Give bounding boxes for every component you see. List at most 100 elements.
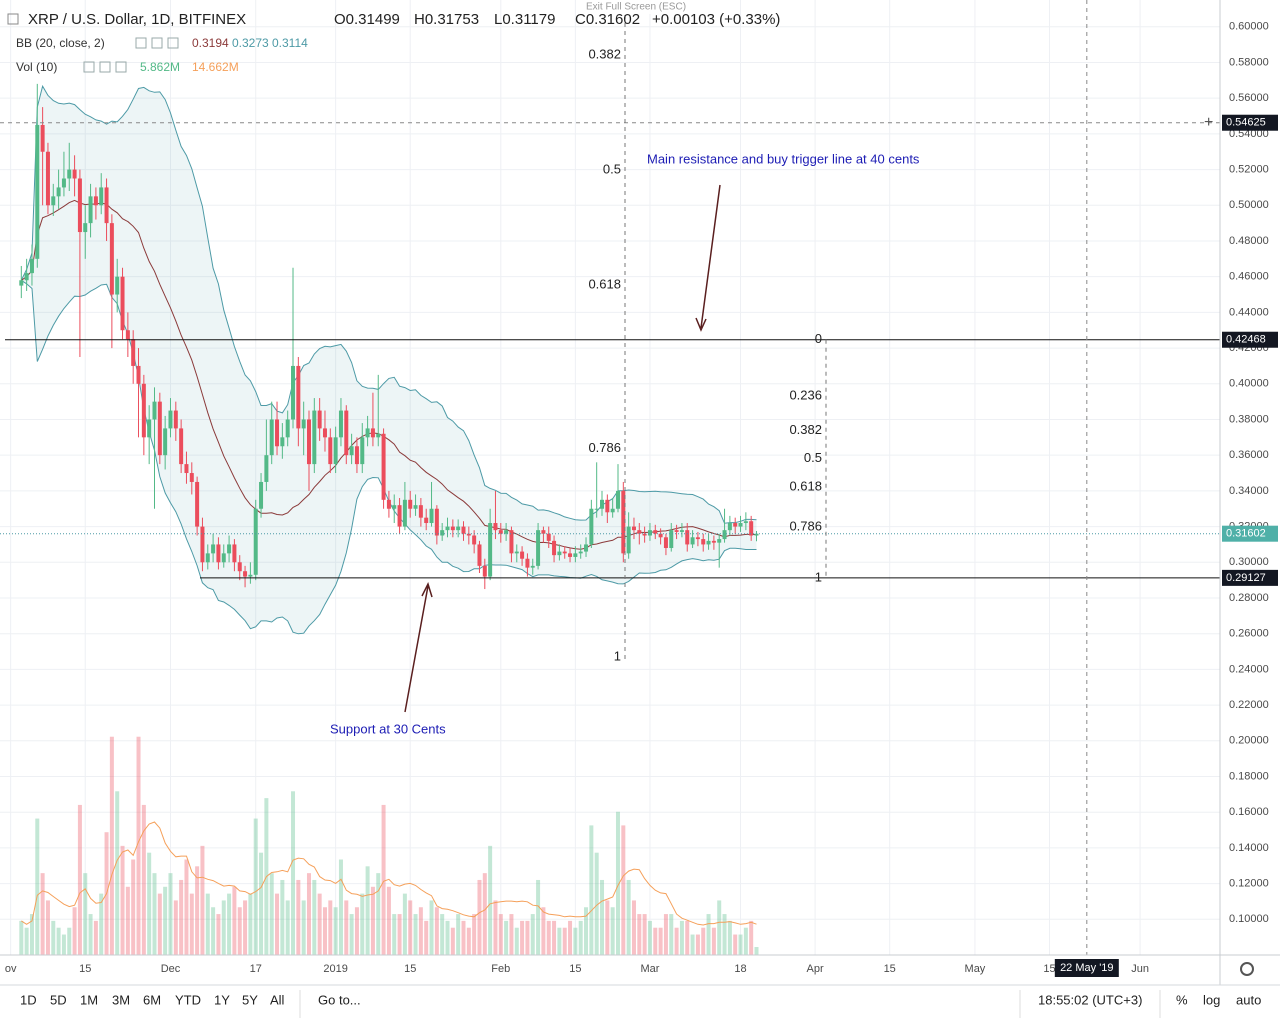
candle-body: [418, 505, 423, 518]
collapse-icon[interactable]: [7, 13, 19, 25]
range-button[interactable]: 1D: [20, 992, 37, 1007]
y-tick-label: 0.26000: [1229, 628, 1269, 640]
fib-level-label: 0.5: [603, 161, 621, 176]
candle-body: [83, 223, 88, 233]
candle-body: [354, 446, 359, 465]
volume-bar: [701, 927, 706, 955]
x-tick-label: 15: [79, 963, 91, 975]
candle-body: [514, 551, 519, 554]
volume-ma: [21, 821, 757, 926]
candle-body: [520, 551, 525, 559]
candle-body: [157, 401, 162, 456]
candle-body: [195, 481, 200, 527]
candle-body: [173, 410, 178, 429]
candle-body: [24, 273, 29, 281]
candle-body: [727, 523, 732, 531]
x-tick-label: 2019: [323, 963, 347, 975]
y-tick-label: 0.10000: [1229, 913, 1269, 925]
candle-body: [61, 178, 66, 188]
volume-bar: [466, 927, 471, 955]
volume-bar: [301, 900, 306, 955]
scale-option[interactable]: log: [1203, 992, 1220, 1007]
volume-bar: [93, 920, 98, 955]
scale-option[interactable]: %: [1176, 992, 1188, 1007]
x-tick-label: Apr: [807, 963, 824, 975]
candle-body: [259, 481, 264, 509]
indicator-name: BB (20, close, 2): [16, 36, 105, 50]
volume-bar: [168, 873, 173, 955]
volume-bar: [195, 866, 200, 955]
candle-body: [493, 523, 498, 531]
candle-body: [275, 419, 280, 447]
fullscreen-hint-bg: [580, 0, 730, 14]
volume-bar: [370, 886, 375, 955]
candle-body: [248, 574, 253, 577]
volume-bar: [509, 914, 514, 955]
volume-bar: [440, 914, 445, 955]
volume-bar: [115, 791, 120, 955]
volume-bar: [243, 900, 248, 955]
candle-body: [338, 410, 343, 438]
volume-bar: [562, 927, 567, 955]
volume-bar: [488, 845, 493, 955]
y-tick-label: 0.20000: [1229, 735, 1269, 747]
candle-body: [88, 196, 93, 224]
candle-body: [413, 505, 418, 509]
range-button[interactable]: YTD: [175, 992, 201, 1007]
volume-bar: [376, 873, 381, 955]
y-tick-label: 0.18000: [1229, 770, 1269, 782]
candle-body: [333, 437, 338, 465]
range-button[interactable]: 3M: [112, 992, 130, 1007]
candle-body: [733, 523, 738, 527]
range-button[interactable]: 5D: [50, 992, 67, 1007]
volume-bar: [29, 914, 34, 955]
indicator-value: 0.3114: [272, 36, 308, 50]
candle-body: [152, 401, 157, 420]
range-button[interactable]: 1Y: [214, 992, 230, 1007]
volume-bar: [35, 818, 40, 955]
range-button[interactable]: 5Y: [242, 992, 258, 1007]
settings-icon[interactable]: [1240, 962, 1254, 976]
candle-body: [93, 196, 98, 206]
volume-bar: [125, 886, 130, 955]
volume-bar: [647, 920, 652, 955]
volume-bar: [424, 920, 429, 955]
fib-level-label: 0.382: [789, 422, 822, 437]
volume-bar: [685, 920, 690, 955]
indicator-value: 0.3194: [192, 36, 229, 50]
volume-bar: [322, 907, 327, 955]
scale-option[interactable]: auto: [1236, 992, 1261, 1007]
candle-body: [168, 410, 173, 429]
date-badge: [1054, 959, 1119, 977]
candle-body: [141, 383, 146, 438]
fullscreen-hint[interactable]: Exit Full Screen (ESC): [586, 2, 686, 13]
x-tick-label: 18: [734, 963, 746, 975]
x-tick-label: Feb: [491, 963, 510, 975]
range-button[interactable]: 1M: [80, 992, 98, 1007]
volume-bar: [472, 914, 477, 955]
candle-body: [360, 437, 365, 465]
candle-body: [328, 437, 333, 465]
volume-bar: [717, 900, 722, 955]
indicator-name: Vol (10): [16, 60, 57, 74]
indicator-value: 14.662M: [192, 60, 239, 74]
volume-bar: [306, 873, 311, 955]
volume-bar: [674, 927, 679, 955]
candle-body: [722, 530, 727, 540]
volume-bar: [136, 736, 141, 955]
volume-bar: [184, 859, 189, 955]
fib-level-label: 0.618: [789, 478, 822, 493]
volume-bar: [482, 873, 487, 955]
price-change: +0.00103 (+0.33%): [652, 11, 780, 28]
volume-bar: [381, 804, 386, 955]
price-badge: [1222, 569, 1278, 586]
volume-bar: [690, 934, 695, 955]
candle-body: [637, 530, 642, 534]
symbol-title: XRP / U.S. Dollar, 1D, BITFINEX: [28, 11, 246, 28]
fib-level-label: 0.786: [789, 518, 822, 533]
range-button[interactable]: All: [270, 992, 285, 1007]
last-price-badge: [1222, 525, 1278, 542]
range-button[interactable]: 6M: [143, 992, 161, 1007]
fib-level-label: 0.786: [588, 440, 621, 455]
goto-button[interactable]: Go to...: [318, 992, 361, 1007]
